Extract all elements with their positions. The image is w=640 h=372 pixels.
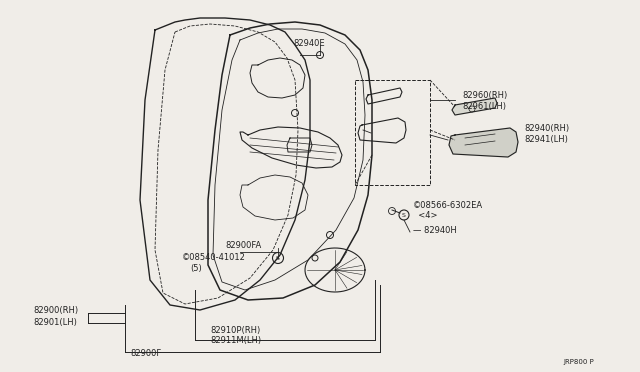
Text: 82911M(LH): 82911M(LH)	[210, 337, 261, 346]
Polygon shape	[449, 128, 518, 157]
Text: 82941(LH): 82941(LH)	[524, 135, 568, 144]
Text: (5): (5)	[190, 264, 202, 273]
Text: 82900F: 82900F	[130, 349, 161, 357]
Text: 82900FA: 82900FA	[225, 241, 261, 250]
Text: S: S	[276, 256, 280, 260]
Text: ©08566-6302EA: ©08566-6302EA	[413, 201, 483, 209]
Text: 82910P(RH): 82910P(RH)	[210, 326, 260, 334]
Text: <4>: <4>	[413, 211, 438, 219]
Text: 82960(RH): 82960(RH)	[462, 90, 508, 99]
Text: JRP800 P: JRP800 P	[563, 359, 594, 365]
Polygon shape	[452, 98, 497, 115]
Text: 82901(LH): 82901(LH)	[33, 317, 77, 327]
Text: 82940(RH): 82940(RH)	[524, 124, 569, 132]
Text: ©08540-41012: ©08540-41012	[182, 253, 246, 262]
Text: 82940E: 82940E	[293, 38, 324, 48]
Text: — 82940H: — 82940H	[413, 225, 457, 234]
Text: 82900(RH): 82900(RH)	[33, 305, 78, 314]
Text: 82961(LH): 82961(LH)	[462, 102, 506, 110]
Text: S: S	[402, 212, 406, 218]
